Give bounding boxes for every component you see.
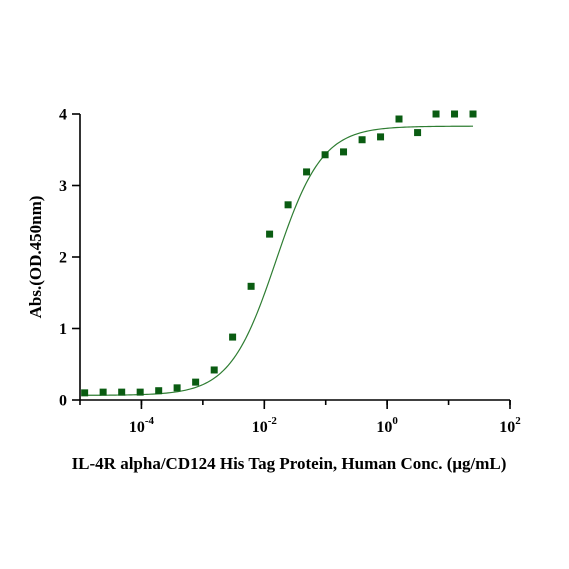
x-tick-label: 100 <box>376 415 398 436</box>
y-tick-label: 3 <box>59 178 67 195</box>
y-tick-label: 2 <box>59 250 67 267</box>
data-point <box>358 136 366 144</box>
y-tick-label: 0 <box>59 393 67 410</box>
data-point <box>340 148 348 156</box>
data-point <box>377 133 385 141</box>
y-tick-label: 4 <box>59 107 67 124</box>
data-point <box>414 129 422 137</box>
fit-curve <box>84 125 474 396</box>
data-point <box>284 201 292 209</box>
data-point <box>136 388 144 396</box>
x-tick-exponent: 0 <box>392 415 398 427</box>
data-point <box>118 388 126 396</box>
data-point <box>81 389 89 397</box>
y-axis-title: Abs.(OD.450nm) <box>26 196 45 319</box>
data-point <box>321 151 329 159</box>
data-point <box>99 388 107 396</box>
x-tick-exponent: -2 <box>268 415 278 427</box>
data-point <box>173 384 181 392</box>
data-point <box>266 230 274 238</box>
data-point <box>192 378 200 386</box>
data-point <box>303 168 311 176</box>
data-point <box>155 387 163 395</box>
x-tick-exponent: -4 <box>145 415 155 427</box>
data-point <box>229 333 237 341</box>
data-point <box>469 110 477 118</box>
x-tick-label: 10-2 <box>252 415 278 436</box>
data-points <box>81 110 477 397</box>
data-point <box>432 110 440 118</box>
x-tick-exponent: 2 <box>515 415 521 427</box>
x-axis-title: IL-4R alpha/CD124 His Tag Protein, Human… <box>72 454 507 473</box>
x-tick-label: 102 <box>499 415 521 436</box>
x-tick-base: 10 <box>499 419 515 436</box>
y-axis-ticks: 0 1 2 3 4 <box>59 107 80 410</box>
data-point <box>395 115 403 123</box>
x-tick-base: 10 <box>376 419 392 436</box>
y-tick-label: 1 <box>59 321 67 338</box>
x-axis-ticks: 10-4 10-2 100 102 <box>79 400 521 436</box>
x-tick-base: 10 <box>129 419 145 436</box>
data-point <box>210 366 218 374</box>
data-point <box>247 282 255 290</box>
x-tick-base: 10 <box>252 419 268 436</box>
data-point <box>451 110 459 118</box>
x-tick-label: 10-4 <box>129 415 155 436</box>
